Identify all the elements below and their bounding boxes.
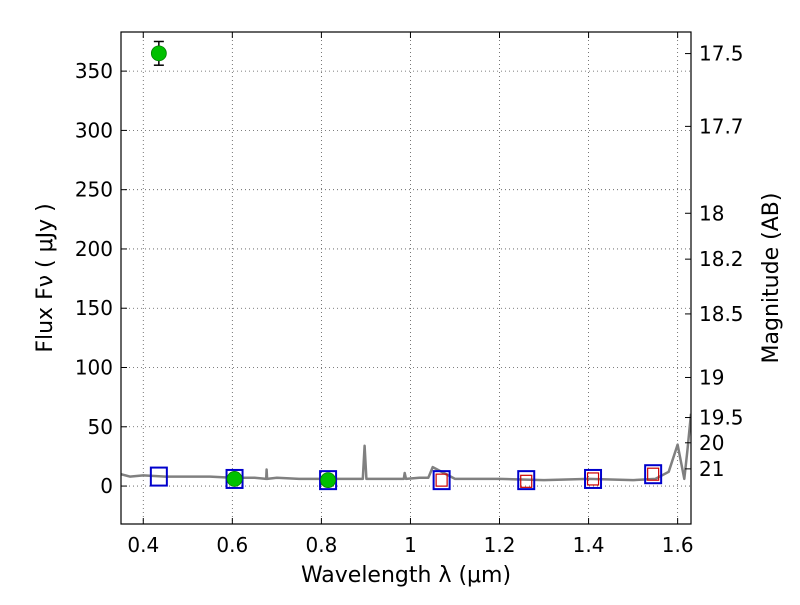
magnitude-tick-label: 17.7 [699,114,744,138]
magnitude-tick-label: 19 [699,365,724,389]
model-flux-box [584,468,603,489]
y-tick-label: 100 [75,356,113,380]
y-tick-label: 350 [75,59,113,83]
observed-flux-point [320,472,336,489]
plot-layer [121,40,691,491]
plot-clipped-group [121,40,691,491]
y-axis-title: Flux Fν ( μJy ) [33,203,58,352]
model-flux-box [225,468,244,489]
y-tick-label: 300 [75,118,113,142]
x-axis-title: Wavelength λ (μm) [301,563,511,588]
x-tick-label: 1.4 [573,533,605,557]
x-tick-label: 1.2 [484,533,516,557]
magnitude-tick-label: 18.2 [699,247,744,271]
model-flux-small-box [586,472,600,486]
observed-flux-point [150,45,167,62]
magnitude-tick-label: 21 [699,457,724,481]
model-flux-small-box [435,473,448,487]
y-tick-label: 200 [75,237,113,261]
magnitude-tick-label: 18 [699,201,724,225]
plot-frame [120,31,692,525]
ticks-layer: 0.4 0.6 0.8 1 1.2 1.4 1.6 0 50 100 150 200 250 300 350… [75,32,744,557]
y-tick-label: 0 [100,474,113,498]
x-tick-label: 1.6 [662,533,694,557]
x-tick-label: 0.4 [127,533,159,557]
model-flux-box [432,470,451,491]
y-tick-label: 250 [75,178,113,202]
model-flux-box [644,464,663,485]
observed-flux-point [226,471,243,487]
magnitude-axis-title: Magnitude (AB) [759,193,784,364]
x-tick-label: 0.6 [216,533,248,557]
model-flux-box [319,470,338,491]
model-flux-small-box [520,474,533,488]
model-flux-box [517,470,536,491]
magnitude-tick-label: 20 [699,431,724,455]
x-tick-label: 1 [404,533,417,557]
magnitude-tick-label: 19.5 [699,406,744,430]
grid-layer [121,32,691,524]
y-tick-label: 150 [75,296,113,320]
magnitude-tick-label: 17.5 [699,42,744,66]
model-flux-box [149,466,168,487]
x-tick-label: 0.8 [305,533,337,557]
magnitude-tick-label: 18.5 [699,302,744,326]
model-flux-small-box [647,467,660,481]
y-tick-label: 50 [88,415,113,439]
